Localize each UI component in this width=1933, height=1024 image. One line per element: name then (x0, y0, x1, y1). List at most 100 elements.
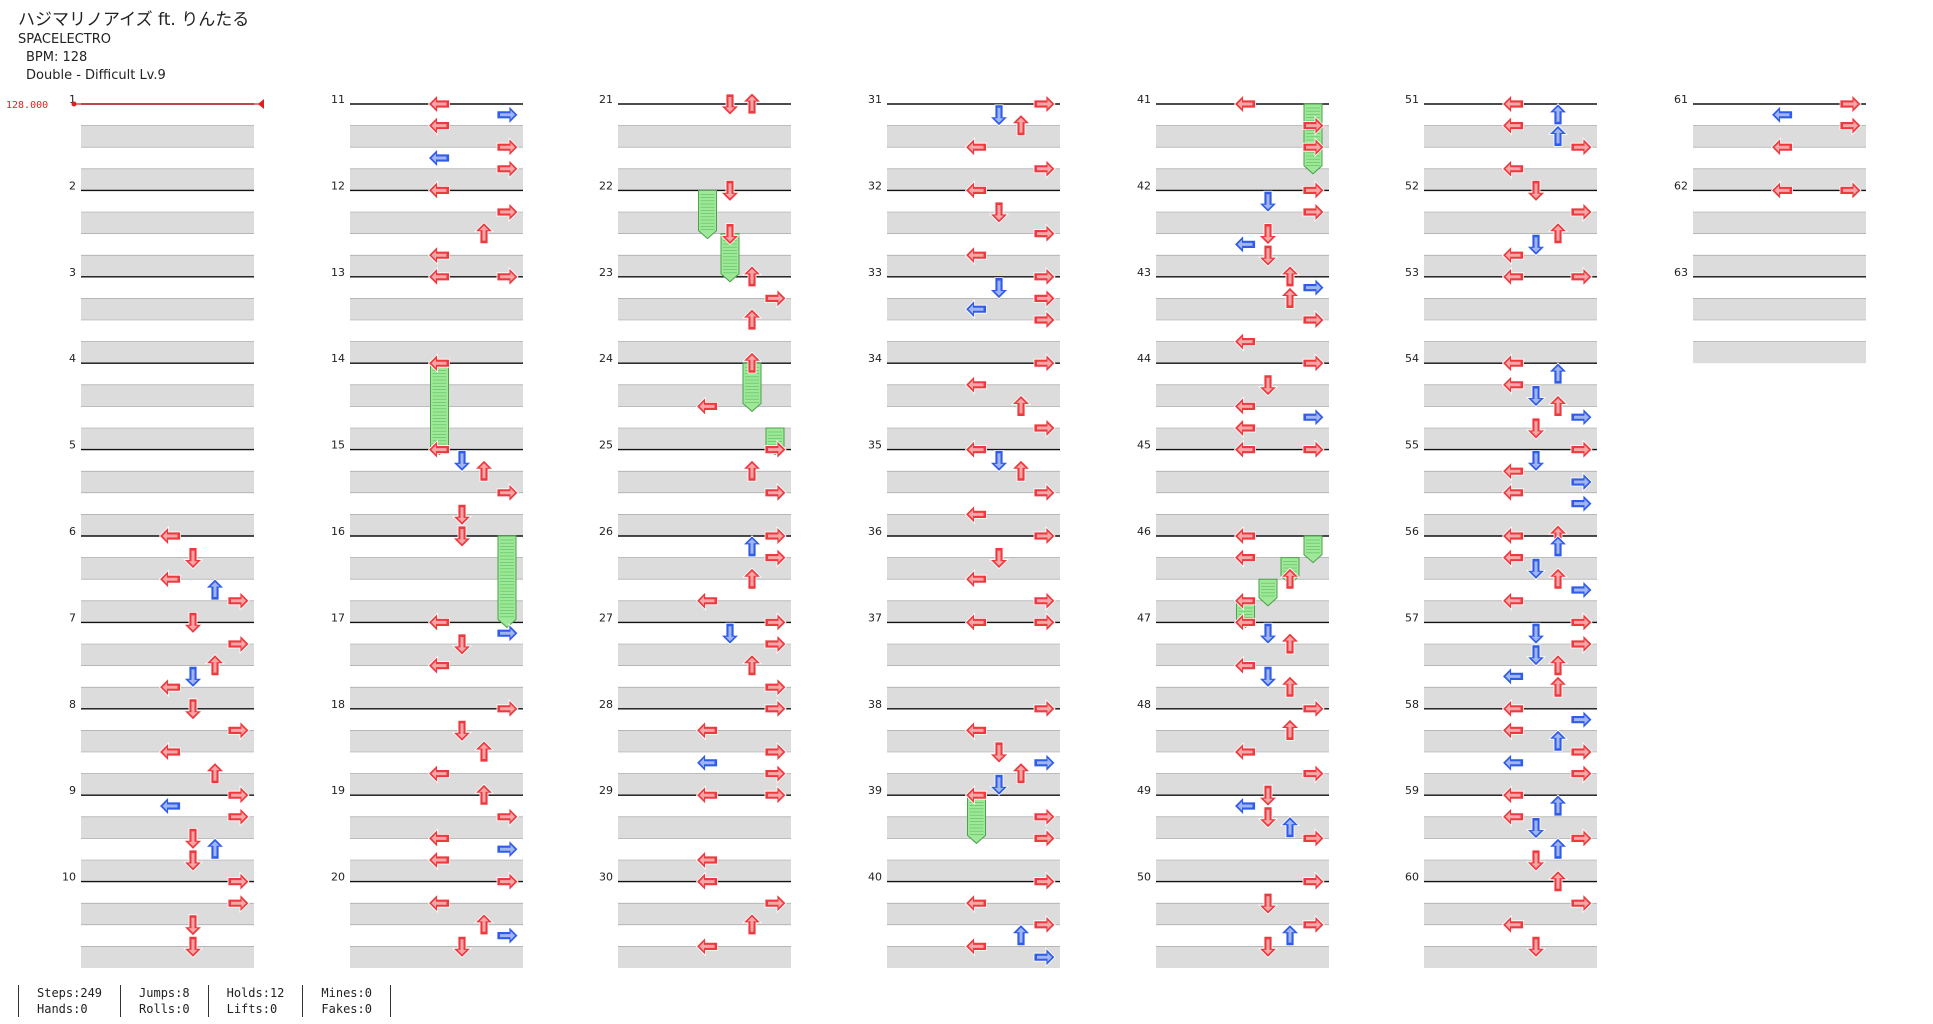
arrow-highlight (747, 657, 757, 673)
beat-band (887, 600, 1060, 623)
left-arrow-note (1233, 418, 1256, 438)
left-arrow-note (158, 796, 181, 816)
arrow-highlight (500, 877, 515, 887)
arrow-highlight (231, 725, 246, 735)
arrow-highlight (1774, 185, 1790, 195)
up-arrow-note (1280, 567, 1300, 590)
arrow-highlight (1574, 769, 1589, 779)
right-arrow-note (1570, 266, 1593, 287)
right-arrow-note (227, 893, 250, 914)
measure-number: 52 (1405, 179, 1419, 192)
left-arrow-note (1501, 482, 1524, 503)
arrow-highlight (1285, 927, 1295, 943)
right-arrow-note (1033, 590, 1056, 611)
arrow-highlight (768, 790, 783, 800)
left-arrow-note (1501, 698, 1524, 719)
right-arrow-note (764, 612, 787, 633)
arrow-highlight (210, 582, 220, 597)
measure-number: 3 (69, 266, 76, 279)
down-arrow-note (183, 936, 203, 958)
up-arrow-note (1280, 286, 1300, 309)
beat-band (1424, 903, 1597, 925)
up-arrow-note (1548, 567, 1568, 590)
right-arrow-note (1570, 742, 1593, 762)
left-arrow-note (427, 828, 450, 849)
arrow-highlight (768, 531, 783, 541)
measure-number: 58 (1405, 698, 1419, 711)
beat-band (1424, 773, 1597, 796)
beat-band (350, 557, 523, 580)
up-arrow-note (1548, 675, 1568, 698)
right-arrow-note (496, 623, 519, 644)
beat-band (618, 428, 791, 450)
up-arrow-note (1548, 870, 1568, 892)
arrow-highlight (1505, 121, 1521, 131)
up-arrow-note (1011, 924, 1031, 946)
up-arrow-note (742, 535, 762, 558)
down-arrow-note (1526, 849, 1546, 872)
bpm-label: BPM: 128 (26, 50, 88, 65)
measure-number: 26 (599, 525, 613, 538)
up-arrow-note (1280, 675, 1300, 698)
beat-band (887, 428, 1060, 450)
beat-band (81, 384, 254, 407)
arrow-highlight (747, 538, 757, 554)
beat-band (1156, 860, 1329, 882)
arrow-highlight (431, 358, 447, 368)
measure-number: 49 (1137, 784, 1151, 797)
beat-band (1693, 341, 1866, 364)
arrow-highlight (1263, 669, 1273, 685)
arrow-highlight (1037, 812, 1052, 822)
right-arrow-note (1033, 806, 1056, 827)
left-arrow-note (1501, 115, 1524, 136)
beat-band (887, 212, 1060, 234)
measure-number: 63 (1674, 266, 1688, 279)
measure-number: 11 (331, 93, 345, 106)
arrow-highlight (1531, 853, 1541, 868)
arrow-highlight (1553, 873, 1563, 889)
beat-band (81, 125, 254, 148)
arrow-highlight (1263, 626, 1273, 642)
arrow-highlight (457, 529, 467, 544)
beat-band (81, 860, 254, 882)
left-arrow-note (964, 504, 987, 525)
arrow-highlight (1037, 229, 1052, 239)
right-arrow-note (1839, 94, 1862, 114)
right-arrow-note (1302, 277, 1325, 298)
beat-band (350, 125, 523, 148)
measure-number: 54 (1405, 352, 1419, 365)
measure-number: 61 (1674, 93, 1688, 106)
arrow-highlight (162, 574, 178, 584)
beat-band (1156, 946, 1329, 968)
down-arrow-note (1526, 449, 1546, 472)
beat-band (1424, 168, 1597, 191)
arrow-highlight (1237, 747, 1253, 757)
arrow-highlight (1016, 463, 1026, 479)
down-arrow-note (1526, 233, 1546, 256)
arrow-highlight (1505, 812, 1521, 822)
measure-number: 62 (1674, 179, 1688, 192)
left-arrow-note (964, 374, 987, 395)
arrow-highlight (994, 550, 1004, 566)
left-arrow-note (1501, 785, 1524, 806)
left-arrow-note (427, 180, 450, 201)
measure-number: 47 (1137, 611, 1151, 624)
arrow-highlight (1505, 380, 1521, 390)
arrow-highlight (1037, 952, 1052, 962)
measure-number: 20 (331, 871, 345, 884)
arrow-highlight (699, 941, 715, 951)
up-arrow-note (1280, 632, 1300, 655)
left-arrow-note (427, 245, 450, 266)
right-arrow-note (227, 720, 250, 741)
down-arrow-note (1526, 644, 1546, 667)
left-arrow-note (427, 850, 450, 870)
down-arrow-note (1526, 558, 1546, 580)
right-arrow-note (1302, 180, 1325, 201)
down-arrow-note (1526, 179, 1546, 202)
right-arrow-note (227, 590, 250, 611)
measure-number: 31 (868, 93, 882, 106)
up-arrow-note (1548, 535, 1568, 558)
arrow-highlight (768, 445, 783, 455)
right-arrow-note (496, 104, 519, 125)
up-arrow-note (1280, 718, 1300, 741)
